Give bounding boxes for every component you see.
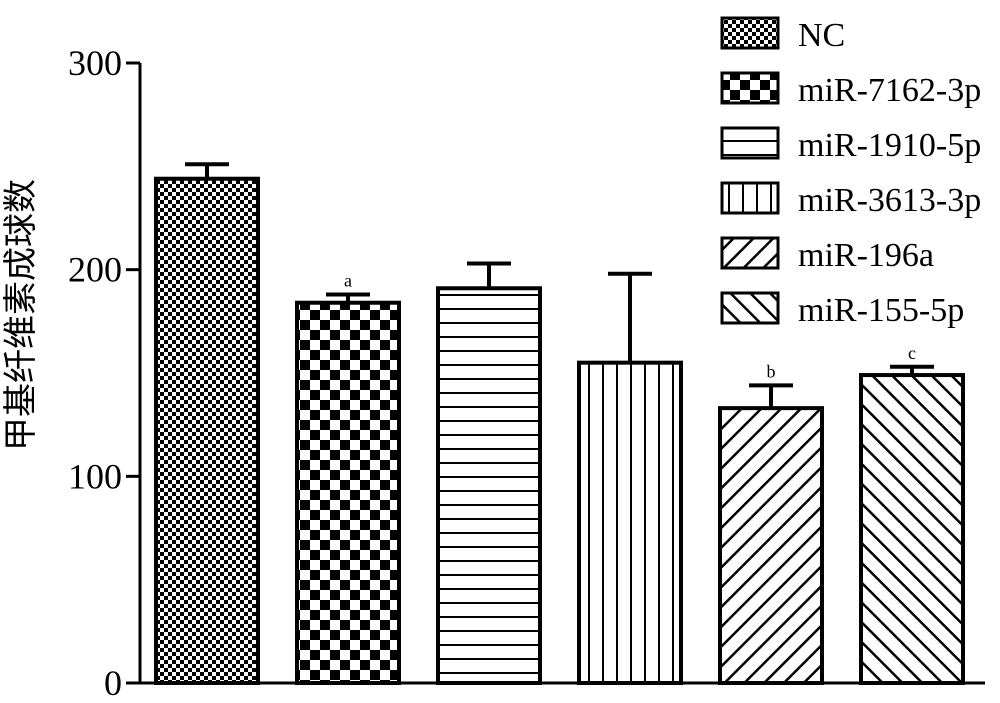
significance-label: a [344,270,352,290]
y-tick-label: 300 [68,43,122,83]
legend-swatch [720,291,780,325]
legend-label: miR-1910-5p [798,127,981,164]
y-axis-label: 甲基纤维素成球数 [2,179,40,451]
bars-group: a b c [154,162,965,685]
bar-6 [859,373,965,685]
legend-label: miR-3613-3p [798,182,981,219]
y-tick-label: 100 [68,456,122,496]
legend-swatch [720,236,780,270]
bar-2 [295,300,401,685]
y-tick-label: 200 [68,250,122,290]
legend: NC miR-7162-3p miR-1910-5p miR-3613-3p miR-1… [720,16,981,329]
significance-label: b [767,361,776,381]
y-tick-label: 0 [104,663,122,698]
legend-label: miR-196a [798,237,934,274]
bar-4 [577,360,683,685]
legend-swatch [720,71,780,105]
legend-swatch [720,126,780,160]
bar-1 [154,176,260,685]
legend-label: miR-155-5p [798,292,964,329]
legend-swatch [720,16,780,50]
legend-label: miR-7162-3p [798,72,981,109]
legend-label: NC [798,17,845,54]
significance-label: c [908,343,916,363]
legend-swatch [720,181,780,215]
bar-3 [436,286,542,685]
bar-5 [718,406,824,685]
axes: 0 100 200 300 [68,43,985,703]
